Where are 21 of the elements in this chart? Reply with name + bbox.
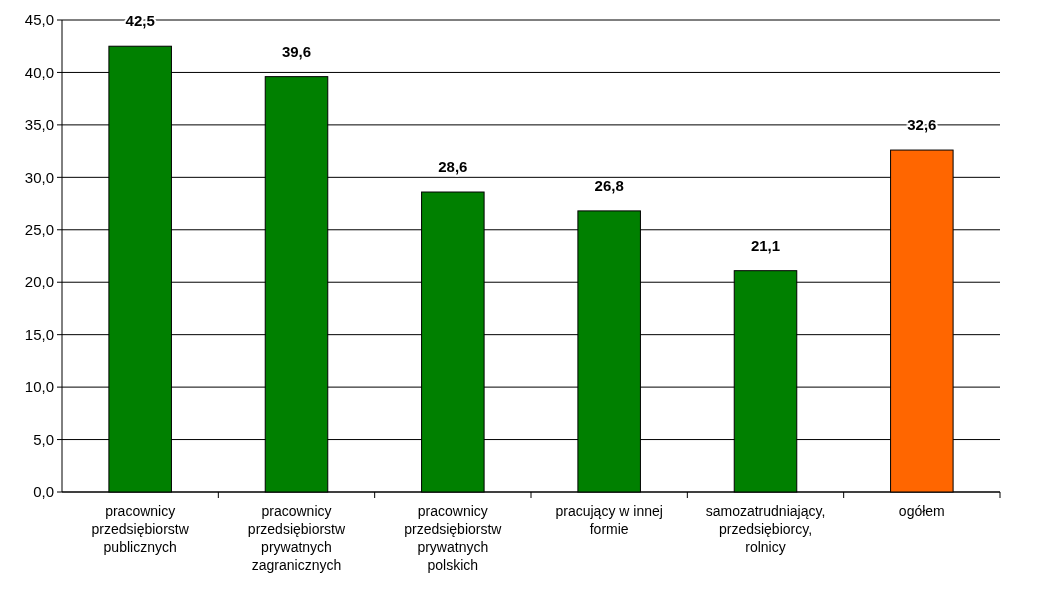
x-tick-label: samozatrudniający, przedsiębiorcy, rolnicy xyxy=(705,503,826,555)
data-label: 39,6 xyxy=(281,42,312,60)
y-tick-label: 15,0 xyxy=(24,325,54,343)
y-tick-label: 45,0 xyxy=(24,11,54,29)
data-label: 42,5 xyxy=(125,12,155,30)
x-tick-label: pracownicy przedsiębiorstw prywatnych zagranicznych xyxy=(247,503,347,573)
x-tick-label: ogółem xyxy=(898,503,945,519)
y-tick-label: 0,0 xyxy=(33,483,54,501)
data-label: 26,8 xyxy=(594,176,624,194)
y-tick-label: 10,0 xyxy=(24,378,54,396)
y-tick-label: 40,0 xyxy=(24,63,54,81)
y-tick-label: 5,0 xyxy=(33,430,54,448)
data-label: 21,1 xyxy=(750,236,781,254)
x-tick-label: pracownicy przedsiębiorstw prywatnych polskich xyxy=(404,503,503,573)
y-tick-label: 30,0 xyxy=(24,168,54,186)
y-tick-label: 35,0 xyxy=(24,116,54,134)
x-tick-label: pracownicy przedsiębiorstw publicznych xyxy=(91,503,190,555)
y-tick-label: 20,0 xyxy=(24,273,54,291)
data-label: 28,6 xyxy=(438,158,468,176)
x-tick-label: pracujący w innej formie xyxy=(555,503,663,537)
y-tick-label: 25,0 xyxy=(24,221,54,239)
